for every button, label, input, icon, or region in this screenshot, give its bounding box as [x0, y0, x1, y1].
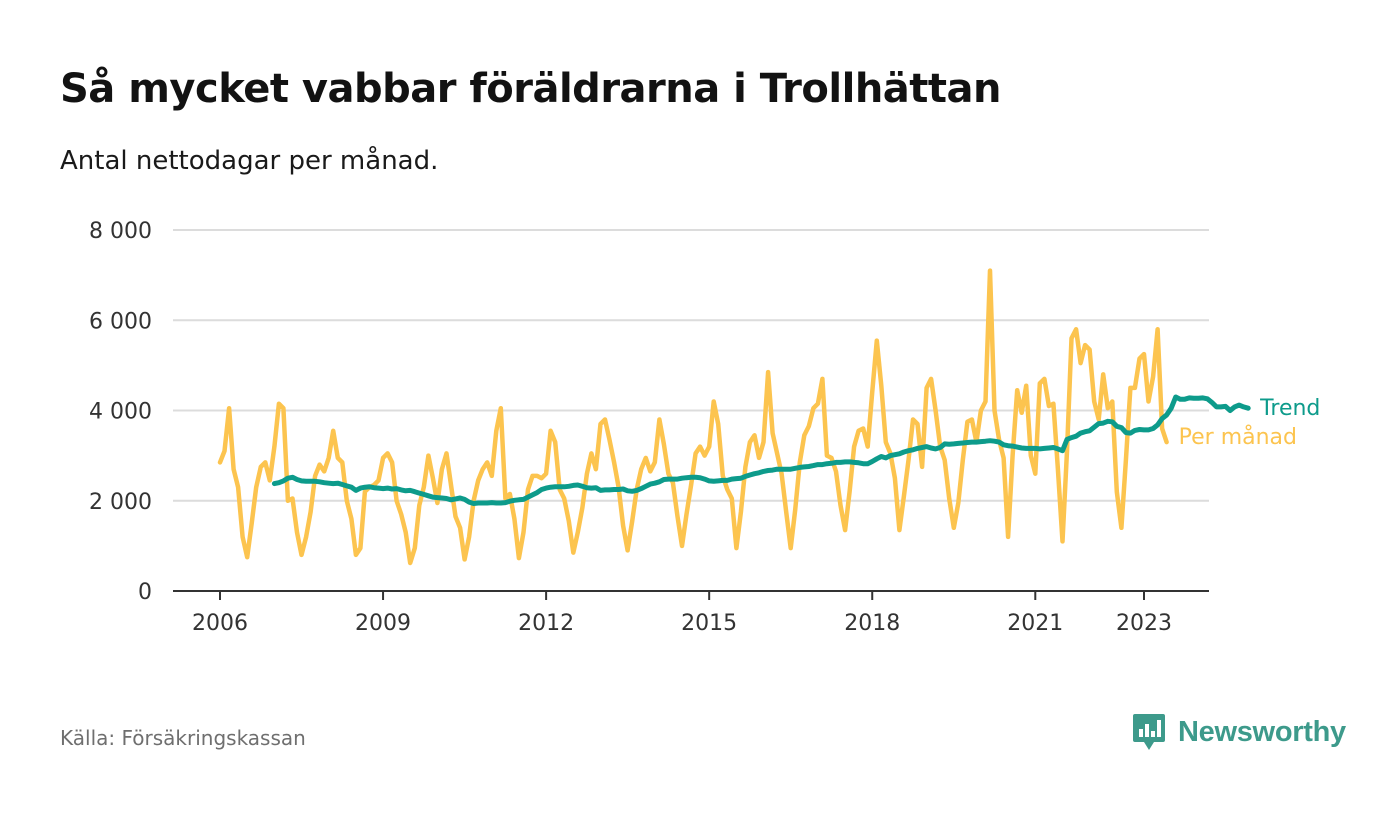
- x-tick-label: 2012: [518, 611, 574, 636]
- trend-series-label: Trend: [1259, 396, 1320, 421]
- brand-name: Newsworthy: [1178, 715, 1346, 748]
- x-tick-label: 2018: [844, 611, 900, 636]
- x-tick-label: 2015: [681, 611, 737, 636]
- y-axis-labels: 0 2 000 4 000 6 000 8 000: [89, 219, 152, 605]
- source-note: Källa: Försäkringskassan: [60, 726, 306, 750]
- x-tick-label: 2023: [1116, 611, 1172, 636]
- newsworthy-logo[interactable]: Newsworthy: [1132, 712, 1346, 752]
- monthly-line: [217, 268, 1169, 566]
- x-axis: 2006 2009 2012 2015 2018 2021 2023: [173, 590, 1209, 636]
- x-tick-label: 2006: [192, 611, 248, 636]
- y-tick-label: 2 000: [89, 490, 152, 515]
- y-tick-label: 4 000: [89, 400, 152, 425]
- x-tick-label: 2021: [1007, 611, 1063, 636]
- series-labels: Per månad Trend: [1179, 396, 1321, 450]
- x-tick-label: 2009: [355, 611, 411, 636]
- y-tick-label: 8 000: [89, 219, 152, 244]
- y-tick-label: 6 000: [89, 309, 152, 334]
- series-lines: [217, 268, 1251, 566]
- trend-line: [271, 394, 1251, 506]
- chart-title: Så mycket vabbar föräldrarna i Trollhätt…: [60, 66, 1002, 112]
- monthly-series-label: Per månad: [1179, 424, 1297, 450]
- chart-subtitle: Antal nettodagar per månad.: [60, 146, 439, 176]
- bar-chart-speech-icon: [1133, 714, 1165, 750]
- y-tick-label: 0: [138, 580, 152, 605]
